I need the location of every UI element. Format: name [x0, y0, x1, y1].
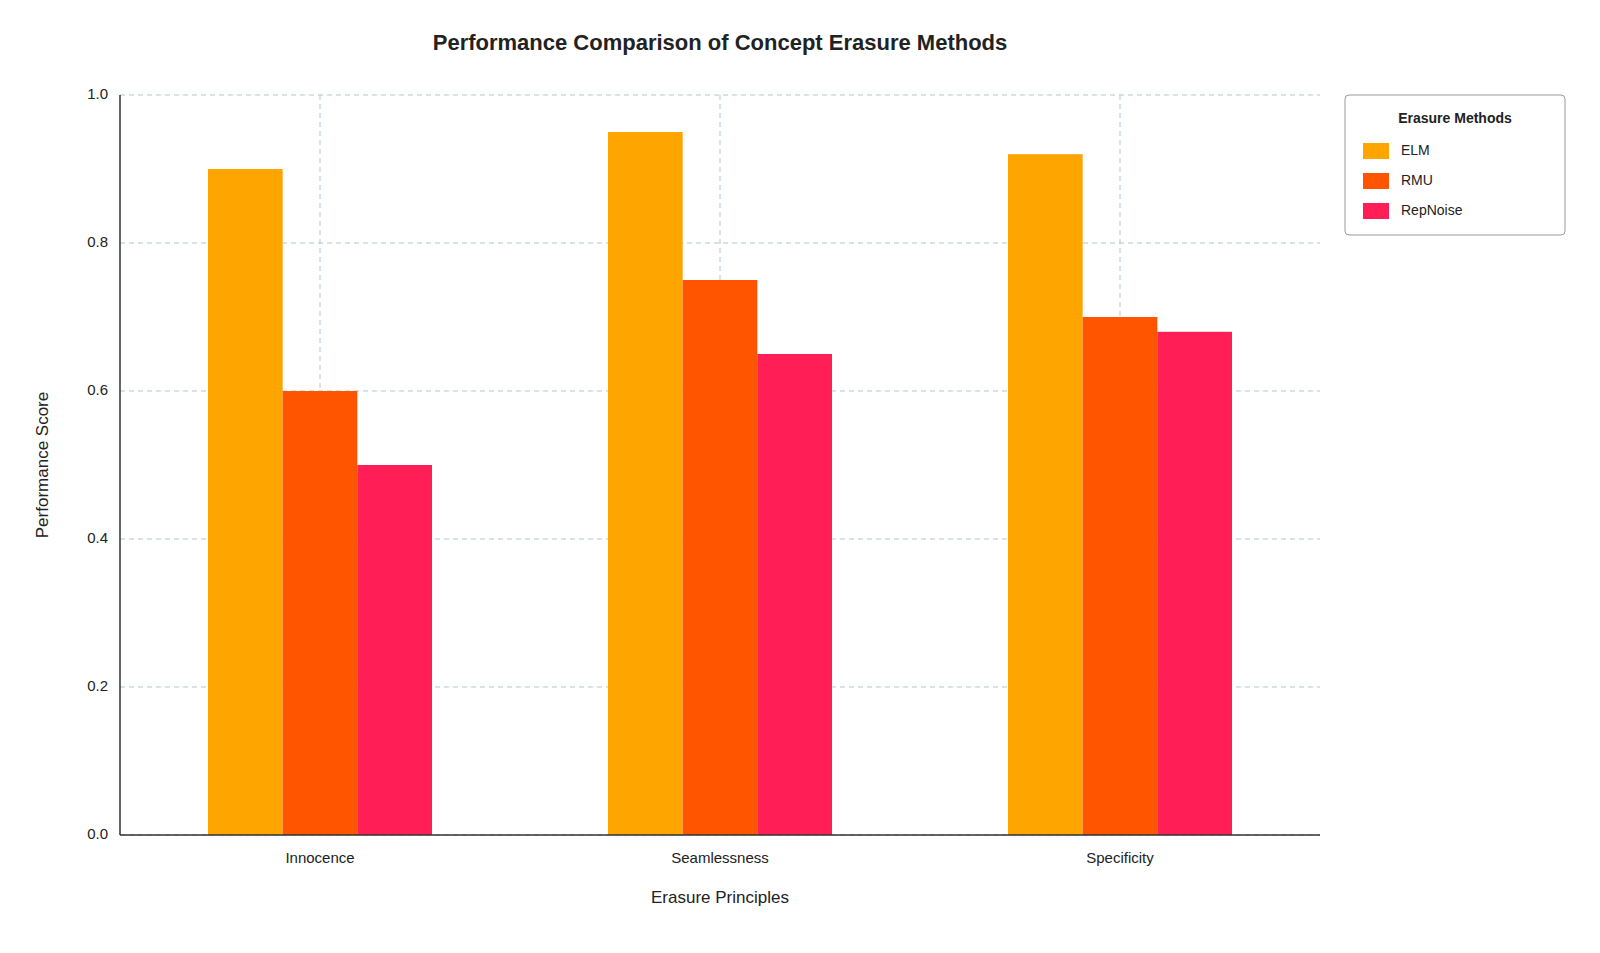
legend-swatch — [1363, 143, 1389, 159]
background — [0, 0, 1600, 953]
legend-swatch — [1363, 203, 1389, 219]
bar — [1083, 317, 1158, 835]
bars — [208, 132, 1232, 835]
bar — [357, 465, 432, 835]
y-tick-label: 1.0 — [87, 85, 108, 102]
x-tick-label: Innocence — [285, 849, 354, 866]
bar — [1008, 154, 1083, 835]
bar — [283, 391, 358, 835]
legend-entry: RepNoise — [1401, 202, 1463, 218]
y-axis-line — [119, 95, 121, 835]
x-axis-label: Erasure Principles — [651, 888, 789, 907]
x-axis-line — [120, 834, 1320, 836]
bar — [683, 280, 758, 835]
legend-title: Erasure Methods — [1398, 110, 1512, 126]
axes: 0.0 0.2 0.4 0.6 0.8 1.0 Innocence Seamlessness S… — [87, 85, 1320, 866]
legend-entry: RMU — [1401, 172, 1433, 188]
bar — [757, 354, 832, 835]
bar — [208, 169, 283, 835]
y-tick-label: 0.8 — [87, 233, 108, 250]
legend-swatch — [1363, 173, 1389, 189]
grid — [120, 95, 1320, 835]
bar — [1157, 332, 1232, 835]
chart: 0.0 0.2 0.4 0.6 0.8 1.0 Innocence Seamlessness S… — [0, 0, 1600, 953]
chart-container: 0.0 0.2 0.4 0.6 0.8 1.0 Innocence Seamlessness S… — [0, 0, 1600, 953]
y-tick-label: 0.2 — [87, 677, 108, 694]
legend-frame — [1345, 95, 1565, 235]
y-tick-label: 0.4 — [87, 529, 108, 546]
title: Performance Comparison of Concept Erasur… — [433, 30, 1008, 55]
y-tick-label: 0.6 — [87, 381, 108, 398]
y-tick-label: 0.0 — [87, 825, 108, 842]
x-tick-label: Specificity — [1086, 849, 1154, 866]
x-tick-label: Seamlessness — [671, 849, 769, 866]
grid-line — [120, 835, 1320, 836]
y-axis-label: Performance Score — [33, 392, 52, 538]
bar — [608, 132, 683, 835]
legend-entry: ELM — [1401, 142, 1430, 158]
legend: Erasure Methods ELM RMU RepNoise — [1345, 95, 1565, 235]
